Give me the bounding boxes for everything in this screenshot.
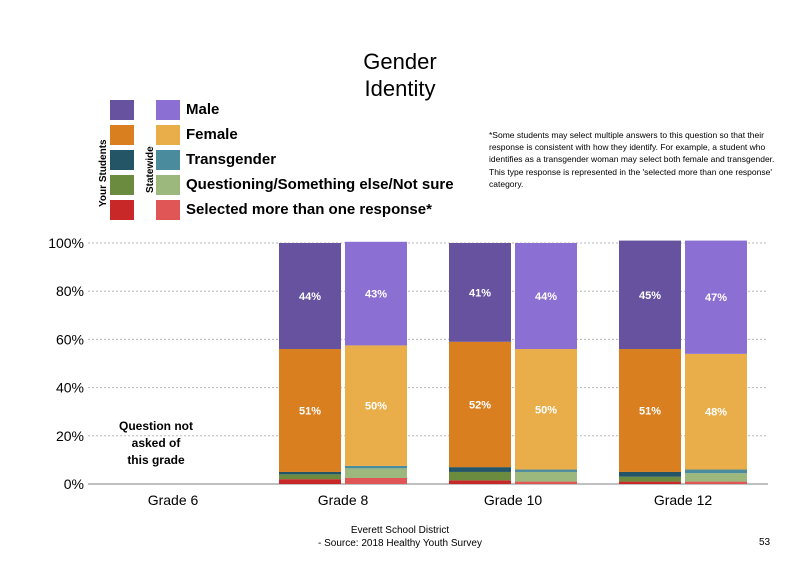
x-tick-label: Grade 12 bbox=[654, 492, 713, 508]
chart-title-line2: Identity bbox=[364, 76, 436, 101]
bar-segment bbox=[685, 353, 747, 470]
legend-swatch-your-students bbox=[110, 125, 134, 145]
data-label: 45% bbox=[639, 290, 661, 302]
data-label: 51% bbox=[299, 405, 321, 417]
bar-segment bbox=[619, 240, 681, 350]
no-data-note: Question not bbox=[119, 419, 193, 433]
no-data-note: this grade bbox=[127, 453, 185, 467]
bar-segment bbox=[515, 243, 577, 350]
bar-segment bbox=[515, 469, 577, 472]
x-tick-label: Grade 10 bbox=[484, 492, 543, 508]
legend-label: Questioning/Something else/Not sure bbox=[186, 176, 454, 193]
bar-segment bbox=[619, 481, 681, 484]
y-tick-label: 40% bbox=[56, 380, 84, 396]
bar-segment bbox=[515, 349, 577, 470]
legend-swatch-your-students bbox=[110, 175, 134, 195]
data-label: 50% bbox=[535, 404, 557, 416]
legend-swatch-statewide bbox=[156, 150, 180, 170]
footer-district: Everett School District bbox=[350, 525, 450, 536]
bar-segment bbox=[449, 341, 511, 468]
data-label: 41% bbox=[469, 287, 491, 299]
y-tick-label: 0% bbox=[64, 476, 84, 492]
legend-label: Male bbox=[186, 101, 220, 118]
bar-segment bbox=[515, 471, 577, 482]
bar-segment bbox=[449, 480, 511, 484]
chart-title: Gender Identity bbox=[320, 48, 480, 102]
y-tick-label: 20% bbox=[56, 428, 84, 444]
chart-title-line1: Gender bbox=[363, 49, 437, 74]
bar-segment bbox=[515, 481, 577, 484]
y-tick-label: 100% bbox=[48, 235, 84, 251]
data-label: 48% bbox=[705, 407, 727, 419]
footer: Everett School District - Source: 2018 H… bbox=[280, 524, 520, 550]
page-number: 53 bbox=[759, 537, 771, 548]
x-tick-label: Grade 8 bbox=[318, 492, 369, 508]
data-label: 51% bbox=[639, 405, 661, 417]
legend-swatch-your-students bbox=[110, 200, 134, 220]
bar-segment bbox=[619, 349, 681, 472]
bar-segment bbox=[279, 243, 341, 350]
legend-label: Transgender bbox=[186, 151, 277, 168]
legend-label: Selected more than one response* bbox=[186, 201, 432, 218]
bar-segment bbox=[279, 474, 341, 480]
bar-segment bbox=[619, 471, 681, 477]
bar-segment bbox=[345, 465, 407, 469]
bar-segment bbox=[345, 345, 407, 466]
legend-swatch-statewide bbox=[156, 125, 180, 145]
bar-segment bbox=[619, 476, 681, 482]
legend-swatch-your-students bbox=[110, 100, 134, 120]
bar-segment bbox=[279, 479, 341, 484]
no-data-note: asked of bbox=[132, 436, 182, 450]
bar-segment bbox=[279, 349, 341, 472]
data-label: 44% bbox=[535, 291, 557, 303]
bar-segment bbox=[685, 481, 747, 484]
bar-segment bbox=[345, 477, 407, 484]
bar-segment bbox=[685, 473, 747, 482]
bar-segment bbox=[279, 471, 341, 475]
bar-segment bbox=[685, 469, 747, 474]
legend-swatch-statewide bbox=[156, 200, 180, 220]
bar-segment bbox=[345, 241, 407, 346]
data-label: 47% bbox=[705, 292, 727, 304]
legend-swatch-your-students bbox=[110, 150, 134, 170]
data-label: 43% bbox=[365, 289, 387, 301]
data-label: 44% bbox=[299, 291, 321, 303]
data-label: 50% bbox=[365, 401, 387, 413]
y-tick-label: 60% bbox=[56, 331, 84, 347]
footnote: *Some students may select multiple answe… bbox=[489, 130, 775, 189]
data-label: 52% bbox=[469, 399, 491, 411]
y-tick-label: 80% bbox=[56, 283, 84, 299]
legend-label: Female bbox=[186, 126, 238, 143]
bar-segment bbox=[449, 243, 511, 342]
legend-swatch-statewide bbox=[156, 175, 180, 195]
bar-segment bbox=[449, 471, 511, 481]
bar-segment bbox=[685, 240, 747, 354]
bar-segment bbox=[449, 467, 511, 472]
footer-source: - Source: 2018 Healthy Youth Survey bbox=[318, 538, 482, 549]
bar-segment bbox=[345, 468, 407, 478]
legend-swatch-statewide bbox=[156, 100, 180, 120]
x-tick-label: Grade 6 bbox=[148, 492, 199, 508]
